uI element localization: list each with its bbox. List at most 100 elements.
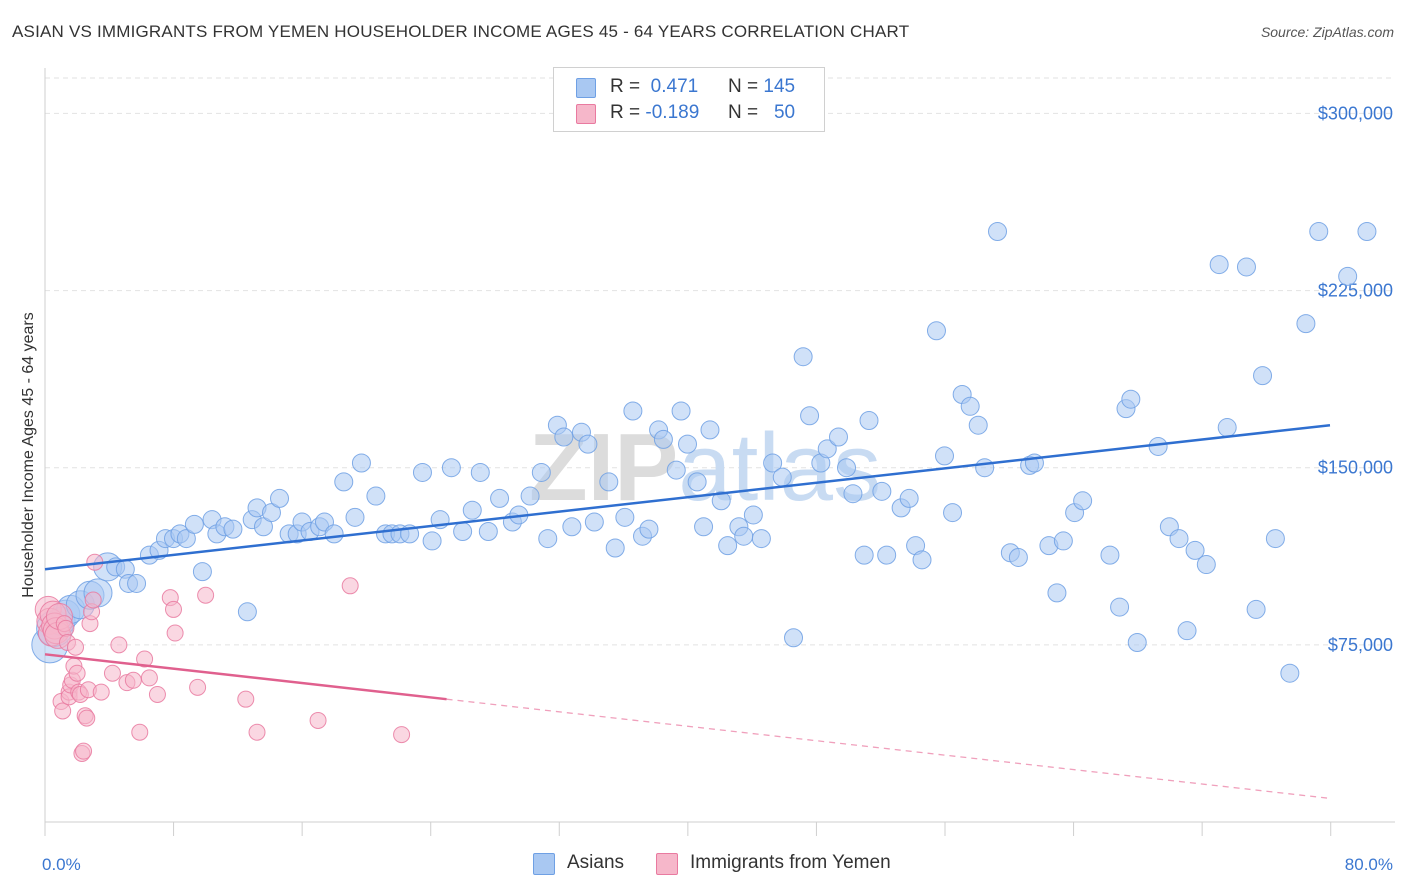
- trend-lines: [44, 423, 1331, 800]
- asians-point: [270, 488, 290, 508]
- r-value-asians: 0.471: [650, 76, 699, 97]
- asians-point: [1177, 621, 1197, 641]
- asians-point: [678, 434, 697, 454]
- asians-point: [1185, 540, 1205, 560]
- asians-point: [223, 519, 243, 539]
- asians-point: [490, 488, 510, 508]
- asians-point: [694, 517, 714, 537]
- asians-point: [960, 396, 980, 416]
- asians-point: [470, 462, 490, 482]
- asians-point: [718, 536, 738, 556]
- asians-point: [366, 486, 386, 506]
- r-label: R =: [610, 76, 641, 97]
- asians-point: [453, 521, 473, 541]
- yemen-point: [67, 638, 85, 656]
- asians-point: [1008, 547, 1028, 567]
- x-tick-label: 80.0%: [1345, 855, 1393, 874]
- asians-point: [1127, 632, 1147, 652]
- asians-point: [1246, 599, 1266, 619]
- asians-point: [1100, 545, 1120, 565]
- r-label: R =: [610, 102, 641, 123]
- asians-point: [1236, 257, 1256, 277]
- yemen-point: [197, 586, 215, 604]
- asians-point: [800, 406, 820, 426]
- asians-point: [1309, 222, 1329, 242]
- asians-point: [943, 503, 963, 523]
- asians-point: [1196, 555, 1216, 575]
- asians-point: [562, 517, 582, 537]
- asians-point: [1169, 529, 1189, 549]
- asians-trend-line: [44, 423, 1331, 571]
- asians-point: [1148, 436, 1168, 456]
- r-value-yemen: -0.189: [645, 102, 700, 123]
- source-label: Source: ZipAtlas.com: [1260, 24, 1394, 40]
- asians-point: [184, 514, 204, 534]
- asians-point: [176, 529, 196, 549]
- asians-point: [935, 446, 954, 466]
- asians-point: [1047, 583, 1067, 603]
- asians-point: [843, 484, 863, 504]
- asians-point: [1357, 222, 1377, 242]
- yemen-point: [75, 742, 93, 760]
- asians-point: [743, 505, 763, 525]
- chart-title: ASIAN VS IMMIGRANTS FROM YEMEN HOUSEHOLD…: [12, 22, 910, 41]
- yemen-point: [393, 726, 411, 744]
- yemen-points: [34, 553, 411, 763]
- asians-point: [578, 434, 598, 454]
- n-label: N =: [728, 102, 759, 123]
- asians-swatch: [576, 78, 596, 98]
- x-tick-labels: 0.0% 80.0%: [42, 855, 1393, 874]
- yemen-legend-label: Immigrants from Yemen: [690, 852, 891, 873]
- asians-point: [653, 429, 673, 449]
- asians-point: [412, 462, 432, 482]
- n-value-yemen: 50: [773, 102, 796, 123]
- asians-points: [31, 222, 1377, 683]
- asians-legend-label: Asians: [567, 852, 625, 873]
- asians-point: [817, 439, 837, 459]
- yemen-point: [248, 723, 266, 741]
- yemen-point: [84, 591, 102, 609]
- asians-point: [1338, 266, 1358, 286]
- asians-point: [793, 347, 813, 367]
- y-tick-labels: $75,000 $150,000 $225,000 $300,000: [1318, 103, 1393, 654]
- asians-point: [912, 550, 932, 570]
- asians-point: [828, 427, 848, 447]
- asians-point: [615, 507, 635, 527]
- yemen-point: [165, 600, 182, 618]
- x-tick-label: 0.0%: [42, 855, 81, 874]
- asians-point: [975, 458, 995, 478]
- asians-point: [877, 545, 897, 565]
- yemen-point: [124, 671, 142, 689]
- n-label: N =: [728, 76, 759, 97]
- asians-point: [1217, 418, 1237, 438]
- asians-point: [345, 507, 365, 527]
- asians-point: [666, 460, 686, 480]
- y-tick-label: $225,000: [1318, 281, 1393, 301]
- asians-point: [478, 521, 498, 541]
- yemen-point: [131, 723, 149, 741]
- asians-point: [261, 503, 281, 523]
- asians-point: [422, 531, 442, 551]
- asians-point: [599, 472, 619, 492]
- asians-point: [1053, 531, 1073, 551]
- yemen-point: [78, 709, 96, 727]
- asians-point: [584, 512, 604, 532]
- yemen-point: [92, 683, 110, 701]
- yemen-point: [57, 619, 75, 637]
- asians-point: [988, 222, 1008, 242]
- asians-point: [1110, 597, 1130, 617]
- asians-point: [968, 415, 988, 435]
- asians-point: [1265, 529, 1285, 549]
- asians-point: [837, 458, 857, 478]
- yemen-point: [140, 669, 158, 687]
- asians-point: [872, 481, 892, 501]
- yemen-point: [68, 664, 86, 682]
- asians-point: [1253, 366, 1273, 386]
- gridlines: [45, 77, 1395, 646]
- yemen-point: [148, 685, 166, 703]
- asians-point: [462, 500, 482, 520]
- yemen-point: [54, 702, 72, 720]
- asians-point: [1073, 491, 1093, 511]
- asians-point: [441, 458, 461, 478]
- yemen-trend-extension: [446, 698, 1331, 800]
